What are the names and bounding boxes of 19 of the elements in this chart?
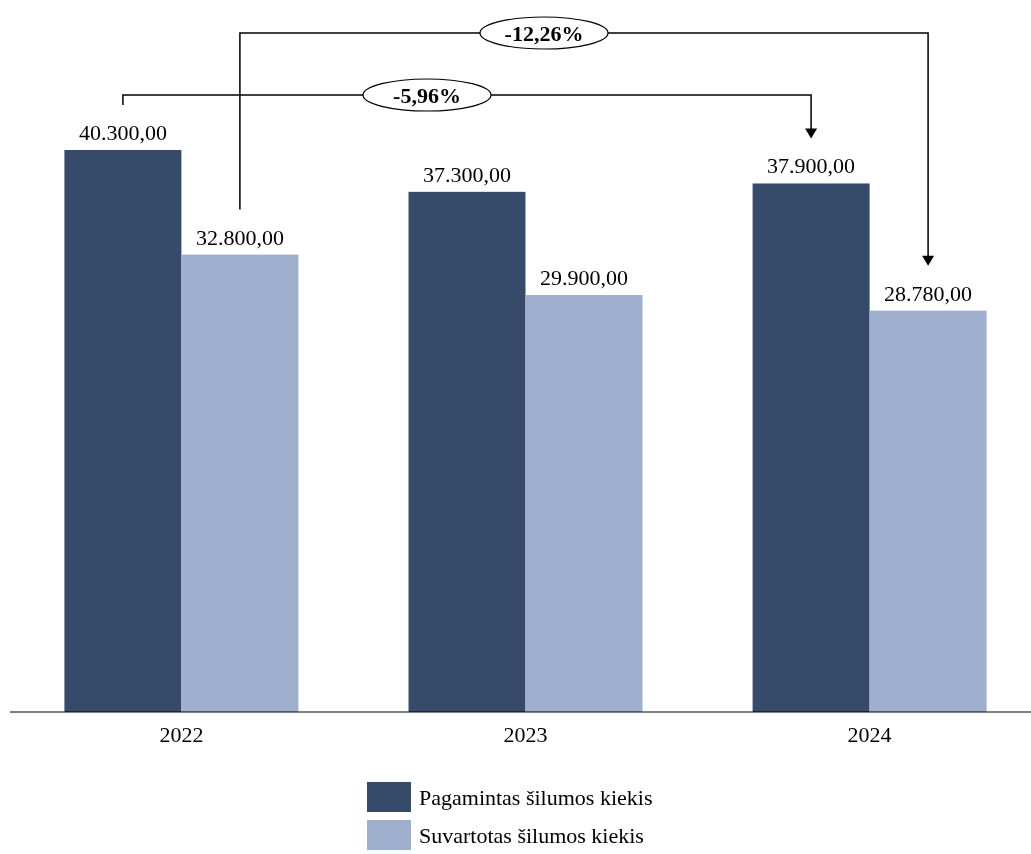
bar bbox=[525, 295, 643, 712]
bar bbox=[64, 150, 182, 712]
data-label: 28.780,00 bbox=[884, 280, 973, 306]
x-tick-label: 2024 bbox=[847, 721, 892, 747]
data-label: 32.800,00 bbox=[195, 224, 284, 250]
data-label: 29.900,00 bbox=[540, 265, 628, 291]
bar bbox=[181, 254, 299, 712]
data-label: 37.900,00 bbox=[767, 153, 856, 179]
data-label: 40.300,00 bbox=[78, 120, 167, 145]
text: -12,26% bbox=[504, 21, 584, 46]
bar bbox=[869, 310, 987, 712]
x-tick-label: 2022 bbox=[159, 721, 204, 747]
data-label: 37.300,00 bbox=[423, 161, 511, 187]
text: -5,96% bbox=[393, 83, 461, 108]
legend-label: Pagamintas šilumos kiekis bbox=[419, 785, 653, 810]
x-tick-label: 2023 bbox=[503, 721, 548, 747]
legend-label: Suvartotas šilumos kiekis bbox=[419, 823, 644, 848]
bar bbox=[752, 183, 870, 712]
bar bbox=[408, 191, 526, 712]
